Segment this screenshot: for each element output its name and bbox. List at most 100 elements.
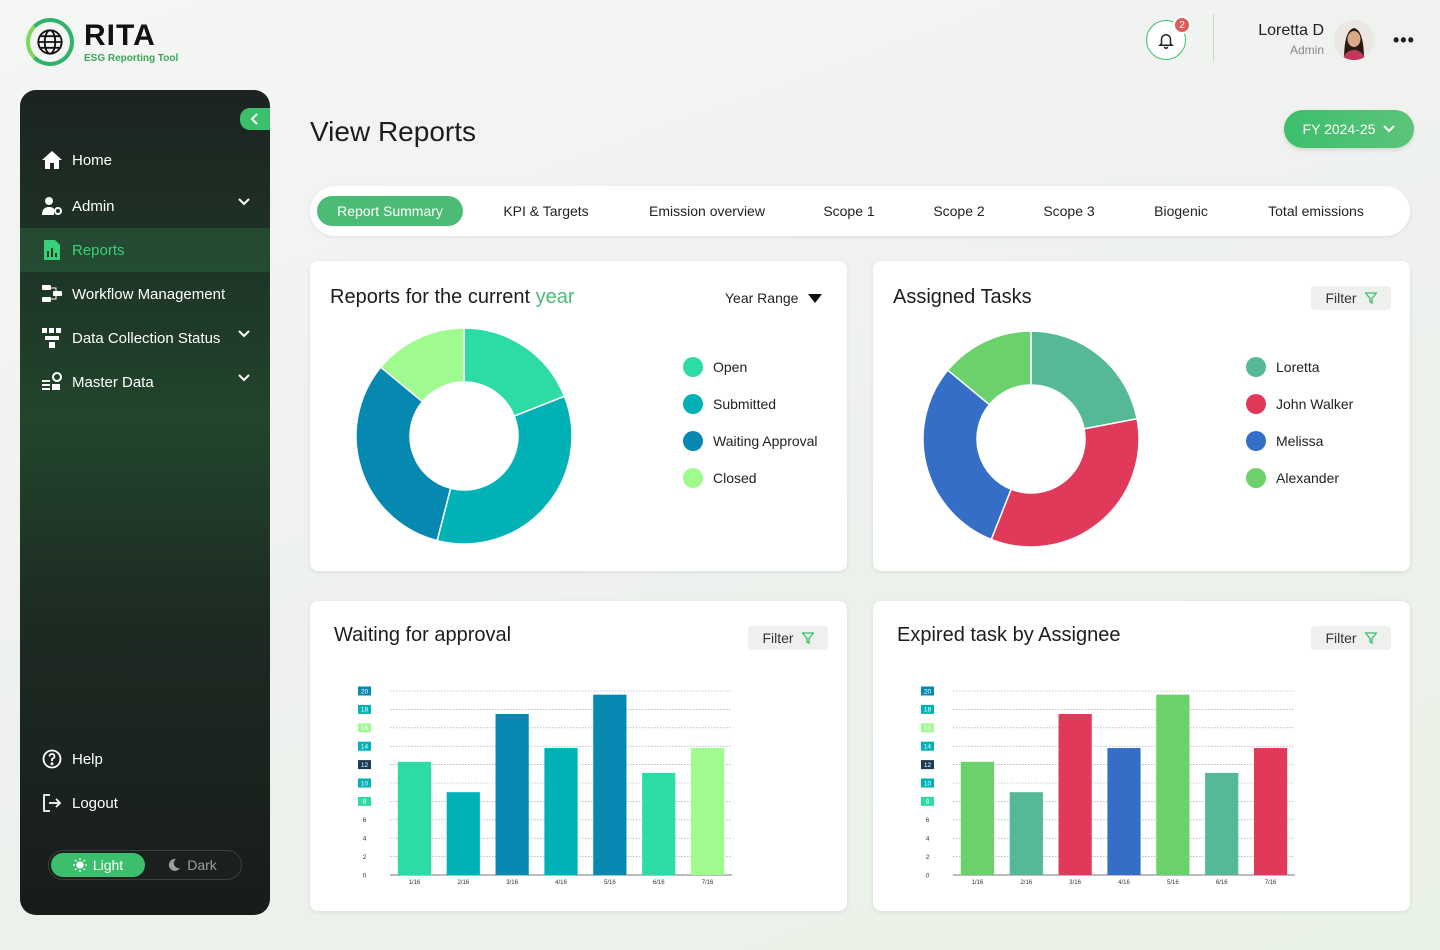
bar-5-16[interactable] (1156, 694, 1190, 875)
filter-label: Filter (1325, 630, 1357, 646)
theme-dark-option[interactable]: Dark (145, 853, 239, 877)
y-tick-label: 16 (924, 725, 932, 732)
donut-slice-closed[interactable] (379, 327, 465, 403)
filter-icon (801, 632, 814, 644)
sidebar-item-label: Home (72, 151, 113, 169)
x-tick-label: 4/16 (1118, 880, 1130, 886)
y-tick-label: 6 (363, 817, 367, 824)
bar-7-16[interactable] (1253, 748, 1288, 875)
home-icon (42, 150, 62, 170)
user-gear-icon (42, 196, 62, 216)
sidebar-item-master-data[interactable]: Master Data (20, 360, 270, 404)
legend-item: Alexander (1246, 459, 1353, 496)
tab-biogenic[interactable]: Biogenic (1154, 203, 1208, 219)
theme-light-option[interactable]: Light (51, 853, 145, 877)
theme-toggle[interactable]: Light Dark (48, 850, 242, 880)
help-link[interactable]: Help (20, 737, 270, 781)
bar-2-16[interactable] (446, 792, 480, 875)
avatar[interactable] (1334, 20, 1374, 60)
tab-scope-1[interactable]: Scope 1 (823, 203, 875, 219)
tab-scope-2[interactable]: Scope 2 (933, 203, 985, 219)
sidebar-item-admin[interactable]: Admin (20, 184, 270, 228)
tab-scope-3[interactable]: Scope 3 (1043, 203, 1095, 219)
user-info[interactable]: Loretta D Admin (1240, 22, 1324, 57)
tab-total-emissions[interactable]: Total emissions (1268, 203, 1364, 219)
assigned-tasks-title: Assigned Tasks (893, 286, 1032, 308)
bar-1-16[interactable] (960, 761, 995, 875)
x-tick-label: 7/16 (1265, 880, 1277, 886)
y-tick-label: 4 (926, 836, 930, 843)
y-tick-label: 4 (363, 836, 367, 843)
y-tick-label: 20 (924, 688, 932, 695)
sidebar-item-home[interactable]: Home (20, 138, 270, 182)
year-range-label: Year Range (725, 290, 799, 306)
donut-slice-john-walker[interactable] (990, 417, 1140, 548)
y-tick-badge (921, 796, 934, 806)
sidebar-item-data-collection[interactable]: Data Collection Status (20, 316, 270, 360)
sidebar-item-label: Workflow Management (72, 285, 226, 303)
sidebar-item-workflow[interactable]: Workflow Management (20, 272, 270, 316)
legend-item: John Walker (1246, 385, 1353, 422)
tab-report-summary[interactable]: Report Summary (317, 196, 463, 226)
reports-donut-chart (355, 327, 573, 545)
y-tick-label: 10 (924, 780, 932, 787)
sidebar-item-label: Master Data (72, 373, 154, 391)
y-tick-label: 0 (363, 872, 367, 879)
master-data-icon (42, 372, 62, 392)
fiscal-year-select[interactable]: FY 2024-25 (1284, 110, 1414, 148)
reports-card-title: Reports for the current year (330, 286, 575, 308)
bar-3-16[interactable] (495, 714, 529, 875)
waiting-approval-card: Waiting for approval Filter 0 2 4 6 8 10 12 14 1… (310, 601, 847, 911)
brand-logo[interactable]: RITA ESG Reporting Tool (26, 18, 178, 66)
donut-slice-loretta[interactable] (1030, 330, 1138, 430)
y-tick-badge (358, 704, 371, 714)
bar-2-16[interactable] (1009, 792, 1043, 875)
page-title: View Reports (310, 116, 477, 147)
year-range-dropdown[interactable]: Year Range (725, 290, 823, 306)
y-tick-badge (358, 723, 371, 733)
donut-slice-waiting-approval[interactable] (355, 366, 452, 542)
chevron-down-icon (238, 198, 250, 206)
y-tick-badge (921, 760, 934, 770)
waiting-filter-button[interactable]: Filter (748, 626, 828, 650)
y-tick-label: 18 (924, 707, 932, 714)
bar-6-16[interactable] (1205, 772, 1239, 875)
tab-emission-overview[interactable]: Emission overview (649, 203, 765, 219)
y-tick-badge (921, 704, 934, 714)
donut-slice-submitted[interactable] (436, 395, 573, 545)
more-options-icon[interactable]: ••• (1393, 30, 1415, 50)
assigned-legend: Loretta John Walker Melissa Alexander (1246, 348, 1353, 496)
y-tick-label: 14 (924, 744, 932, 751)
bar-4-16[interactable] (1107, 748, 1141, 875)
workflow-icon (42, 284, 62, 304)
donut-slice-melissa[interactable] (922, 369, 1013, 541)
sidebar-item-reports[interactable]: Reports (20, 228, 270, 272)
expired-task-card: Expired task by Assignee Filter 0 2 4 6 8 10 1… (873, 601, 1410, 911)
legend-item: Closed (683, 459, 818, 496)
assigned-filter-button[interactable]: Filter (1311, 286, 1391, 310)
collapse-sidebar-button[interactable] (240, 108, 270, 130)
logout-link[interactable]: Logout (20, 781, 270, 825)
legend-item: Open (683, 348, 818, 385)
chevron-left-icon (250, 113, 258, 125)
bar-3-16[interactable] (1058, 714, 1092, 875)
chevron-down-icon (238, 374, 250, 382)
expired-filter-button[interactable]: Filter (1311, 626, 1391, 650)
bar-4-16[interactable] (544, 748, 578, 875)
bar-6-16[interactable] (642, 772, 676, 875)
notifications-button[interactable]: 2 (1146, 16, 1191, 60)
y-tick-badge (358, 760, 371, 770)
legend-label: Loretta (1276, 358, 1320, 375)
x-tick-label: 3/16 (1069, 880, 1081, 886)
sidebar-item-label: Reports (72, 241, 125, 259)
x-tick-label: 2/16 (1020, 880, 1032, 886)
bar-7-16[interactable] (690, 748, 725, 875)
theme-dark-label: Dark (187, 857, 217, 873)
expired-task-title: Expired task by Assignee (897, 624, 1121, 646)
report-tabs: Report Summary KPI & Targets Emission ov… (310, 186, 1410, 236)
donut-slice-alexander[interactable] (946, 330, 1032, 406)
tab-kpi-targets[interactable]: KPI & Targets (503, 203, 589, 219)
bar-1-16[interactable] (397, 761, 432, 875)
bar-5-16[interactable] (593, 694, 627, 875)
logout-icon (42, 793, 62, 813)
